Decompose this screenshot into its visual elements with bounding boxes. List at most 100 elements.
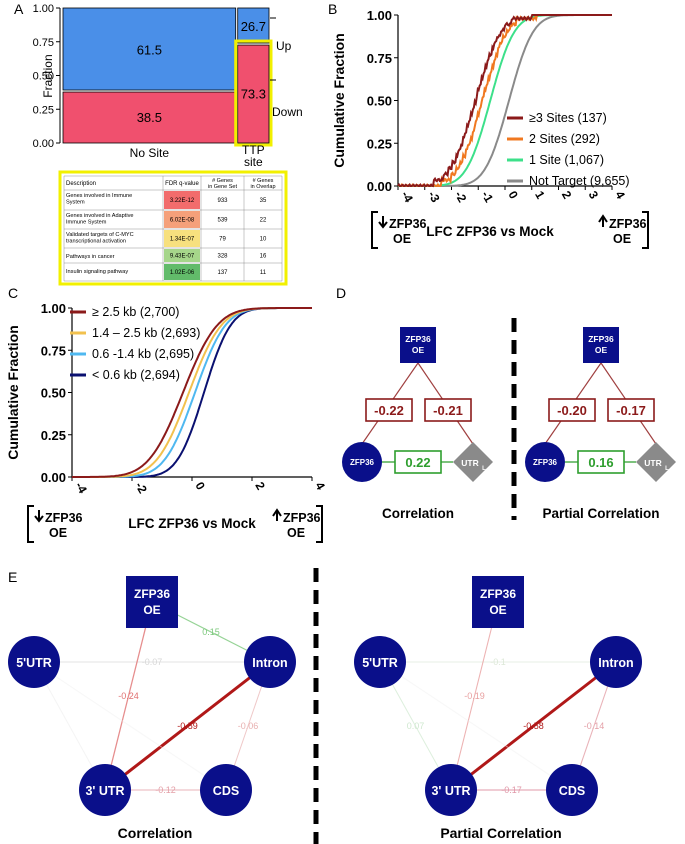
- panel-label-e: E: [8, 569, 17, 585]
- edge-label-utr5-intron: -0.07: [142, 657, 163, 667]
- y-tick-label: 0.50: [367, 94, 392, 109]
- edge-zfp36-utr3: [450, 601, 499, 791]
- bar-label-down: 38.5: [137, 110, 162, 125]
- table-row-fdr: 1.02E-06: [170, 270, 195, 276]
- category-label-0: No Site: [130, 146, 170, 160]
- y-axis-label: Cumulative Fraction: [331, 33, 347, 168]
- legend-label-0: ≥3 Sites (137): [529, 111, 607, 125]
- edge-utr3-intron: [450, 660, 617, 792]
- bar-down-1: [237, 44, 270, 144]
- edge-label-utr3-intron: -0.58: [523, 721, 544, 731]
- node-zfp36-oe-l2: OE: [489, 603, 506, 617]
- y-tick-label: 0.25: [367, 136, 392, 151]
- panel-c-cdf: 0.00 0.25 0.50 0.75 1.00 Cumulative Fraction -…: [5, 301, 328, 543]
- node-utr5-label: 5'UTR: [16, 656, 52, 670]
- side-label-down: Down: [272, 105, 303, 119]
- bar-up-1: [237, 7, 270, 44]
- panel-label-c: C: [8, 285, 18, 301]
- edge-utr3-intron: [104, 660, 271, 792]
- x-axis-label: LFC ZFP36 vs Mock: [128, 516, 256, 531]
- x-tick-label: 4: [612, 189, 628, 202]
- node-utr5: [354, 636, 406, 688]
- node-zfp36-oe-l2: OE: [143, 603, 160, 617]
- node-zfp36-label: ZFP36: [350, 458, 375, 467]
- table-row-description: System: [66, 200, 85, 206]
- edge-right-label: -0.21: [433, 403, 463, 418]
- panel-label-d: D: [336, 285, 346, 301]
- node-utr-sub: L: [665, 466, 669, 472]
- node-zfp36-oe-l2: OE: [595, 345, 608, 355]
- y-tick-label: 0.50: [33, 71, 54, 83]
- bracket-left-line1: ZFP36: [45, 511, 83, 525]
- node-zfp36-oe: [400, 327, 436, 363]
- table-row-description: Genes involved in Adaptive: [66, 213, 133, 219]
- y-tick-label: 1.00: [33, 3, 54, 15]
- legend-label-2: 1 Site (1,067): [529, 153, 604, 167]
- panel-e-left: 0.15 -0.07 -0.24 -0.59 -0.06 -0.12 ZFP36 OE 5'UT…: [8, 576, 296, 841]
- node-utr3-label: 3' UTR: [431, 784, 470, 798]
- fdr-cell: [164, 211, 200, 228]
- network-title: Correlation: [382, 506, 454, 521]
- side-label-up: Up: [276, 39, 292, 53]
- network-title: Partial Correlation: [440, 825, 561, 841]
- bracket-left-bracket: [371, 211, 378, 249]
- edge-left-label: -0.20: [557, 403, 587, 418]
- series-line-0: [397, 14, 612, 188]
- edge-label-utr5-intron: -0.1: [490, 657, 506, 667]
- x-tick-label: -2: [132, 480, 150, 497]
- y-tick-label: 0.00: [33, 138, 54, 150]
- edge-utr5-cds: [379, 661, 573, 791]
- table-row-gene-set: 137: [217, 270, 228, 276]
- fdr-cell: [164, 191, 200, 209]
- node-zfp36: [342, 442, 382, 482]
- panel-label-a: A: [14, 1, 24, 17]
- edge-label-intron-cds: -0.14: [584, 721, 605, 731]
- legend-label-2: 0.6 -1.4 kb (2,695): [92, 347, 194, 361]
- fdr-cell: [164, 249, 200, 262]
- node-utr: [453, 442, 493, 482]
- edge-right-label-box: [424, 398, 472, 422]
- arrow-up-icon: [598, 214, 608, 227]
- node-utr3-label: 3' UTR: [85, 784, 124, 798]
- edge-label-utr5-utr3: 0.07: [407, 721, 425, 731]
- y-tick-label: 0.25: [41, 428, 66, 443]
- legend-label-3: Not Target (9,655): [529, 174, 630, 188]
- node-zfp36-label: ZFP36: [533, 458, 558, 467]
- node-utr-label: UTR: [644, 458, 661, 468]
- series-line-0: [72, 307, 312, 478]
- fdr-cell: [164, 264, 200, 280]
- x-tick-label: -4: [72, 480, 90, 497]
- node-utr3: [79, 764, 131, 816]
- y-tick-label: 0.50: [41, 386, 66, 401]
- arrow-up-icon: [272, 508, 282, 521]
- edge-bottom-label: 0.16: [588, 455, 613, 470]
- table-row-overlap: 16: [260, 254, 267, 260]
- bracket-left-line2: OE: [49, 526, 67, 540]
- y-tick-label: 0.25: [33, 104, 54, 116]
- table-row-description: Insulin signaling pathway: [66, 269, 128, 275]
- x-tick-label: 3: [586, 189, 602, 202]
- arrow-down-icon: [378, 216, 388, 229]
- bracket-right-bracket: [316, 505, 323, 543]
- node-cds-label: CDS: [559, 784, 585, 798]
- edge-utr5-cds: [33, 661, 227, 791]
- x-axis-label: LFC ZFP36 vs Mock: [426, 224, 554, 239]
- highlight-box: [234, 39, 273, 147]
- y-tick-label: 0.75: [367, 51, 392, 66]
- table-header-3-b: in Overlap: [250, 184, 275, 190]
- node-intron-label: Intron: [598, 656, 633, 670]
- table-row-gene-set: 79: [219, 237, 226, 243]
- edge-right-label-box: [607, 398, 655, 422]
- category-label-1a: TTP: [242, 143, 265, 157]
- table-row-gene-set: 328: [217, 254, 228, 260]
- table-header-2-a: # Genes: [212, 178, 233, 184]
- edge-label-zfp36-utr3: -0.24: [118, 691, 139, 701]
- node-zfp36: [525, 442, 565, 482]
- table-row-fdr: 3.22E-12: [170, 198, 195, 204]
- panel-label-b: B: [328, 1, 337, 17]
- table-row-overlap: 11: [260, 270, 267, 276]
- y-tick-label: 0.75: [41, 343, 66, 358]
